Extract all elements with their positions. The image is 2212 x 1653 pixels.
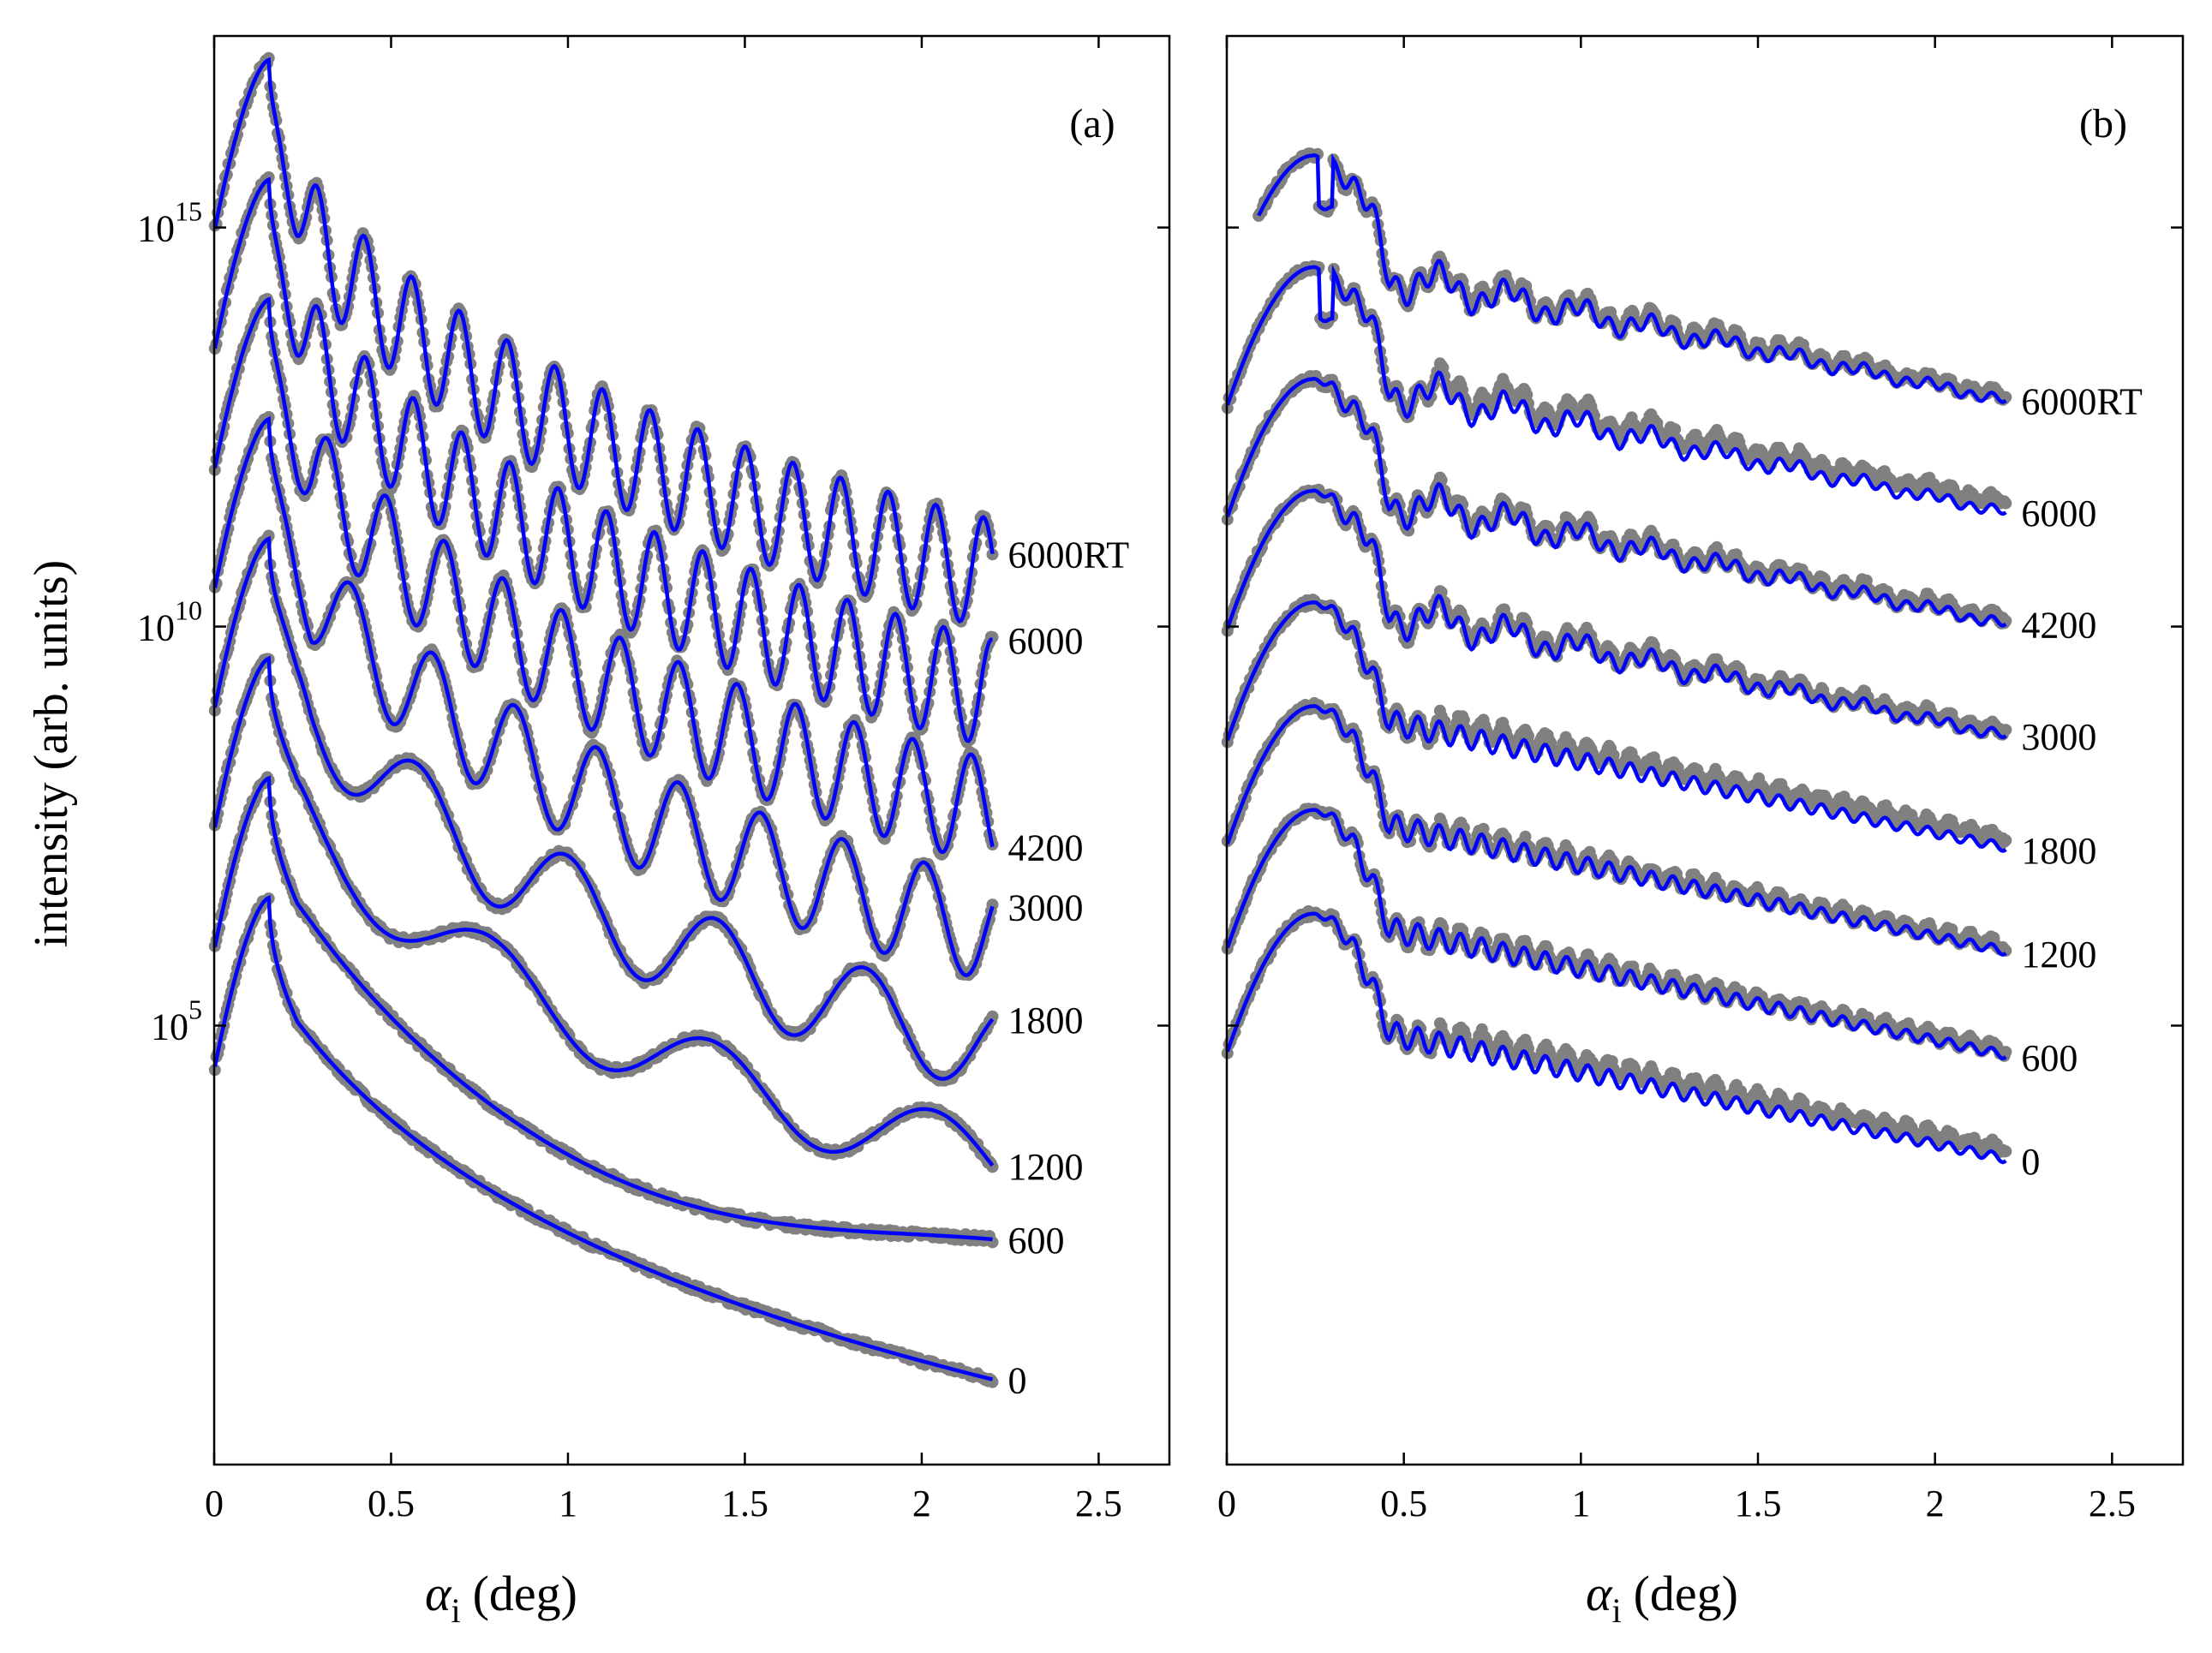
panel-a-x-axis-title: αi (deg)	[425, 1566, 577, 1630]
panel-a-x-unit: (deg)	[473, 1566, 577, 1621]
series-label-0: 0	[1008, 1360, 1027, 1402]
data-point-0	[2000, 1145, 2012, 1158]
panel-a: 0 0.5 1 1.5 2 2.5 105 1010 1015 0 600 1200 1800 3000 4…	[137, 34, 1171, 1630]
x-tick-label: 1	[559, 1483, 577, 1525]
series-label-1200: 1200	[1008, 1146, 1084, 1188]
x-tick-label: 2.5	[1075, 1483, 1122, 1525]
series-label-6000: 6000	[1008, 620, 1084, 662]
series-label-600: 600	[1008, 1220, 1065, 1262]
x-tick-label: 0	[205, 1483, 224, 1525]
series-label-4200: 4200	[1008, 827, 1084, 869]
fit-line-6000RT	[212, 57, 995, 624]
y-tick-label: 1010	[137, 595, 202, 649]
y-axis-title: intensity (arb. units)	[25, 560, 78, 948]
y-tick-label: 1015	[137, 196, 202, 250]
panel-a-x-subscript: i	[451, 1591, 460, 1630]
panel-a-x-symbol: α	[425, 1566, 452, 1621]
panel-b: 0 0.5 1 1.5 2 2.50600120018003000420060006000…	[1217, 34, 2185, 1630]
x-tick-label: 0.5	[368, 1483, 415, 1525]
series-label-3000: 3000	[1008, 886, 1084, 928]
series-label-6000RT: 6000RT	[1008, 534, 1130, 576]
x-tick-label: 1.5	[721, 1483, 768, 1525]
x-tick-label: 2	[912, 1483, 931, 1525]
y-tick-label: 105	[151, 994, 202, 1047]
series-label-1800: 1800	[1008, 1000, 1084, 1041]
panel-b-data-layer	[1221, 147, 2012, 1159]
panel-a-label: (a)	[1069, 101, 1115, 146]
